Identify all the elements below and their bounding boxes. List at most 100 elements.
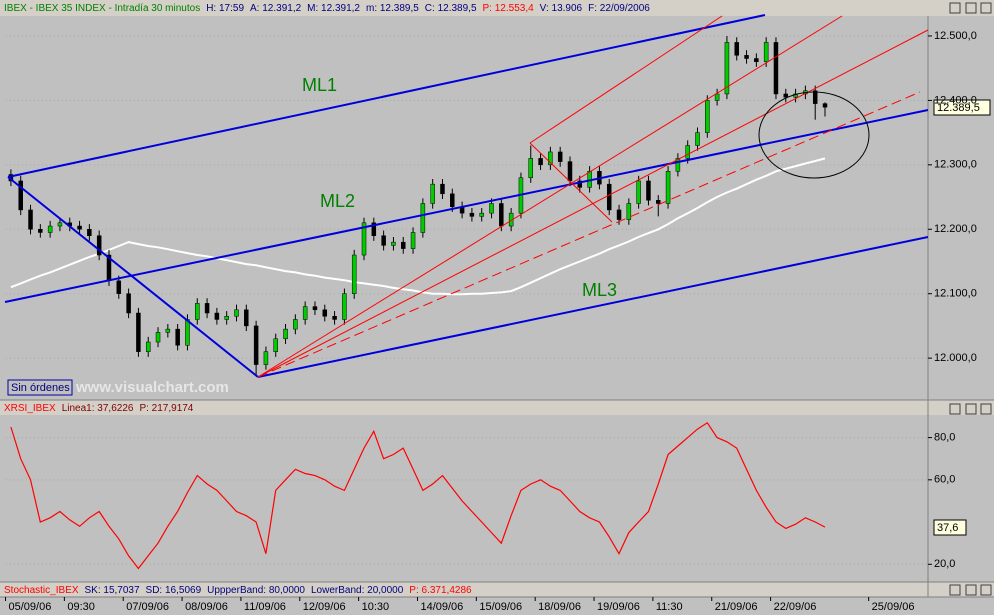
trend-line (257, 236, 929, 378)
close[interactable] (980, 403, 992, 415)
x-tick-label: 21/09/06 (715, 601, 758, 613)
trend-line (529, 142, 613, 223)
candle-body (695, 132, 700, 146)
candle-body (361, 222, 367, 256)
candle-body (420, 203, 426, 233)
orders-status[interactable]: Sin órdenes (11, 382, 70, 394)
candle-body (606, 183, 612, 211)
trend-lines (4, 14, 929, 378)
minimize[interactable] (949, 403, 961, 415)
y-tick-label: 60,0 (934, 474, 955, 486)
candle-body (489, 203, 494, 214)
maximize[interactable] (965, 2, 977, 14)
candle-body (430, 183, 435, 204)
last-value: 37,6 (937, 522, 958, 534)
candle-body (351, 254, 357, 294)
candle-body (332, 315, 337, 320)
highlight-ellipse (758, 91, 870, 179)
candle-body (96, 235, 102, 256)
x-tick-label: 22/09/06 (774, 601, 817, 613)
candle-body (734, 42, 739, 56)
candle-body (499, 203, 504, 227)
header-item: UppperBand: 80,0000 (207, 585, 305, 596)
maximize[interactable] (965, 403, 977, 415)
last-value-box (933, 519, 967, 536)
header-item: m: 12.389,5 (366, 3, 419, 14)
orders-box[interactable] (7, 379, 73, 396)
candle-body (371, 222, 377, 236)
candle-body (479, 212, 484, 217)
candle-body (165, 328, 171, 333)
candle-body (557, 151, 563, 162)
header-item: XRSI_IBEX (4, 403, 56, 414)
candle-body (822, 103, 828, 108)
panel-header: XRSI_IBEX Linea1: 37,6226 P: 217,9174 (4, 403, 194, 414)
candle-body (18, 180, 23, 211)
candle-body (410, 232, 416, 249)
candle-body (773, 42, 779, 95)
candle-body (577, 180, 583, 188)
candle-body (38, 229, 43, 233)
header-bar (0, 0, 994, 16)
candle-body (116, 280, 122, 294)
candle-body (724, 42, 730, 95)
candle-body (312, 306, 318, 311)
candle-body (391, 241, 396, 246)
header-item: IBEX - IBEX 35 INDEX - Intradía 30 minut… (4, 3, 200, 14)
header-item: Linea1: 37,6226 (62, 403, 134, 414)
candle-body (155, 332, 161, 343)
candle-body (450, 193, 455, 207)
header-item: H: 17:59 (206, 3, 244, 14)
candle-body (400, 241, 406, 249)
candle-body (763, 42, 769, 62)
candle-body (253, 325, 259, 365)
candle-body (126, 293, 131, 314)
x-tick-label: 10:30 (362, 601, 390, 613)
candle-body (224, 315, 229, 320)
x-tick-label: 18/09/06 (538, 601, 581, 613)
candle-body (185, 319, 190, 346)
candle-body (87, 229, 92, 236)
candle-body (656, 200, 661, 204)
y-tick-label: 20,0 (934, 558, 955, 570)
candle-body (469, 212, 475, 217)
close[interactable] (980, 2, 992, 14)
x-tick-label: 09:30 (67, 601, 95, 613)
watermark: www.visualchart.com (75, 379, 229, 396)
candle-body (47, 225, 53, 233)
x-tick-label: 25/09/06 (872, 601, 915, 613)
panel-header: Stochastic_IBEX SK: 15,7037 SD: 16,5069 Upp… (4, 585, 472, 596)
header-bar (0, 400, 994, 415)
x-tick-label: 12/09/06 (303, 601, 346, 613)
candle-body (214, 312, 220, 320)
x-tick-label: 08/09/06 (185, 601, 228, 613)
maximize[interactable] (965, 584, 977, 596)
candle-body (744, 55, 749, 59)
candle-body (567, 161, 573, 182)
candle-body (528, 158, 534, 178)
candle-body (234, 309, 239, 317)
x-tick-label: 07/09/06 (126, 601, 169, 613)
close[interactable] (980, 584, 992, 596)
candle-body (77, 225, 82, 230)
candle-body (244, 309, 249, 327)
x-tick-label: 19/09/06 (597, 601, 640, 613)
candle-body (812, 90, 818, 104)
y-tick-label: 12.500,0 (934, 30, 977, 42)
minimize[interactable] (949, 584, 961, 596)
window-buttons[interactable] (949, 2, 992, 596)
candle-body (714, 93, 720, 101)
candle-body (705, 100, 710, 133)
y-tick-label: 12.200,0 (934, 223, 977, 235)
candle-body (136, 312, 141, 352)
last-value: 12.389,5 (937, 102, 980, 114)
candle-body (195, 303, 200, 320)
header-item: P: 6.371,4286 (409, 585, 472, 596)
last-value-box (933, 99, 991, 116)
trend-line (529, 15, 723, 144)
minimize[interactable] (949, 2, 961, 14)
candle-body (685, 145, 690, 159)
candle-body (57, 222, 63, 227)
candle-body (293, 319, 298, 330)
